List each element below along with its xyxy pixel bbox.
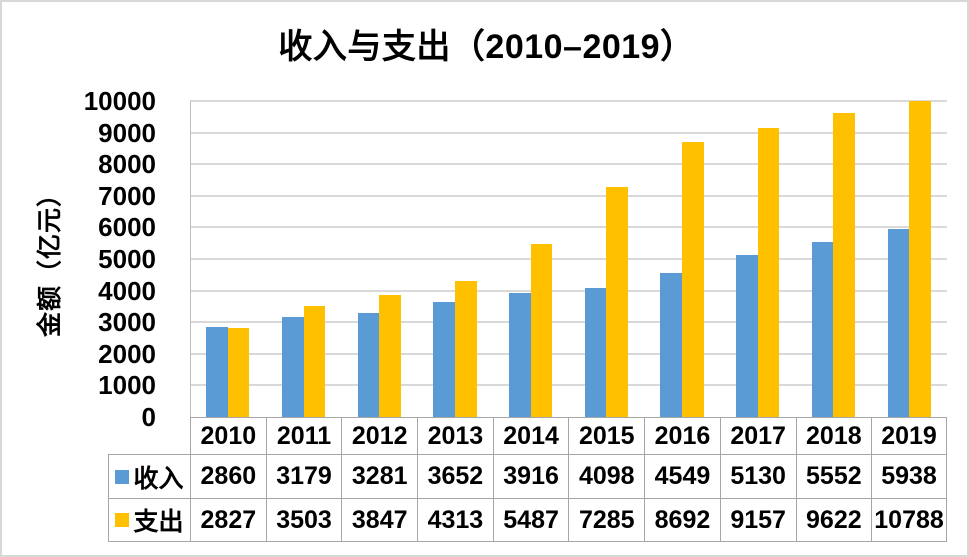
y-tick-label-4000: 4000 — [98, 275, 156, 306]
expense-value-2017: 9157 — [719, 498, 796, 542]
plot-area — [190, 101, 947, 417]
income-bar-2010 — [206, 326, 228, 417]
y-tick-label-1000: 1000 — [98, 370, 156, 401]
y-tick-label-9000: 9000 — [98, 117, 156, 148]
income-value-2019: 5938 — [871, 454, 947, 498]
year-header-2018: 2018 — [795, 417, 872, 454]
expense-bar-2013 — [454, 280, 477, 417]
expense-value-2015: 7285 — [568, 498, 645, 542]
income-value-2013: 3652 — [417, 454, 493, 498]
income-bar-2017 — [736, 254, 758, 417]
income-value-2012: 3281 — [341, 454, 418, 498]
income-bar-2013 — [433, 301, 455, 417]
expense-value-2010: 2827 — [190, 498, 266, 542]
gridline-9000 — [190, 131, 947, 134]
year-header-2019: 2019 — [871, 417, 947, 454]
year-header-2011: 2011 — [265, 417, 342, 454]
income-value-2018: 5552 — [795, 454, 872, 498]
gridline-7000 — [190, 194, 947, 197]
expense-value-2014: 5487 — [492, 498, 569, 542]
y-tick-label-3000: 3000 — [98, 307, 156, 338]
expense-bar-2014 — [530, 243, 553, 417]
income-bar-2015 — [584, 287, 607, 417]
gridline-8000 — [190, 163, 947, 166]
income-series-label: 收入 — [133, 464, 184, 493]
income-series-label-cell: 收入 — [108, 454, 190, 498]
data-table: 2010 2011 2012 2013 2014 2015 2016 2017 2018 2019… — [108, 417, 947, 542]
y-tick-label-6000: 6000 — [98, 212, 156, 243]
expense-bar-2010 — [227, 327, 250, 417]
expense-series-label-cell: 支出 — [108, 498, 190, 542]
expense-bar-2012 — [379, 295, 401, 417]
expense-value-2011: 3503 — [265, 498, 342, 542]
income-value-2014: 3916 — [492, 454, 569, 498]
expense-value-2016: 8692 — [644, 498, 720, 542]
expense-value-2019: 10788 — [871, 498, 947, 542]
income-value-2011: 3179 — [265, 454, 342, 498]
income-value-2010: 2860 — [190, 454, 266, 498]
year-header-2012: 2012 — [341, 417, 418, 454]
expense-value-2018: 9622 — [795, 498, 872, 542]
gridline-3000 — [190, 321, 947, 324]
expense-bar-2017 — [757, 127, 780, 417]
income-bar-2012 — [357, 313, 380, 417]
expense-bar-2015 — [606, 186, 628, 417]
income-bar-2016 — [660, 273, 683, 417]
income-bar-2019 — [887, 229, 910, 417]
table-corner-cell — [108, 417, 190, 454]
gridline-5000 — [190, 258, 947, 260]
income-bar-2018 — [811, 241, 834, 417]
expense-value-2013: 4313 — [417, 498, 493, 542]
gridline-4000 — [190, 289, 947, 292]
y-tick-label-5000: 5000 — [98, 244, 156, 274]
income-value-2015: 4098 — [568, 454, 645, 498]
income-value-2016: 4549 — [644, 454, 720, 498]
expense-bar-2018 — [833, 112, 856, 417]
year-header-2013: 2013 — [417, 417, 493, 454]
expense-series-label: 支出 — [133, 508, 184, 536]
income-value-2017: 5130 — [719, 454, 796, 498]
y-tick-label-2000: 2000 — [98, 338, 156, 369]
year-header-2015: 2015 — [568, 417, 645, 454]
gridline-10000 — [190, 100, 947, 102]
income-bar-2014 — [509, 293, 531, 417]
expense-legend-swatch-icon — [115, 513, 130, 527]
gridline-6000 — [190, 226, 947, 229]
expense-bar-2016 — [682, 142, 704, 417]
y-tick-label-0: 0 — [141, 402, 156, 432]
year-header-2010: 2010 — [190, 417, 266, 454]
income-legend-swatch-icon — [115, 469, 130, 484]
y-tick-label-8000: 8000 — [98, 149, 156, 180]
expense-bar-2011 — [303, 306, 326, 417]
year-header-2016: 2016 — [644, 417, 720, 454]
income-bar-2011 — [281, 316, 304, 417]
y-tick-label-10000: 10000 — [83, 86, 156, 116]
expense-value-2012: 3847 — [341, 498, 418, 542]
year-header-2017: 2017 — [719, 417, 796, 454]
chart-title: 收入与支出（2010–2019） — [278, 28, 695, 66]
gridline-1000 — [190, 384, 947, 387]
year-header-2014: 2014 — [492, 417, 569, 454]
expense-bar-2019 — [909, 101, 931, 417]
gridline-2000 — [190, 352, 947, 355]
y-tick-label-7000: 7000 — [98, 180, 156, 211]
